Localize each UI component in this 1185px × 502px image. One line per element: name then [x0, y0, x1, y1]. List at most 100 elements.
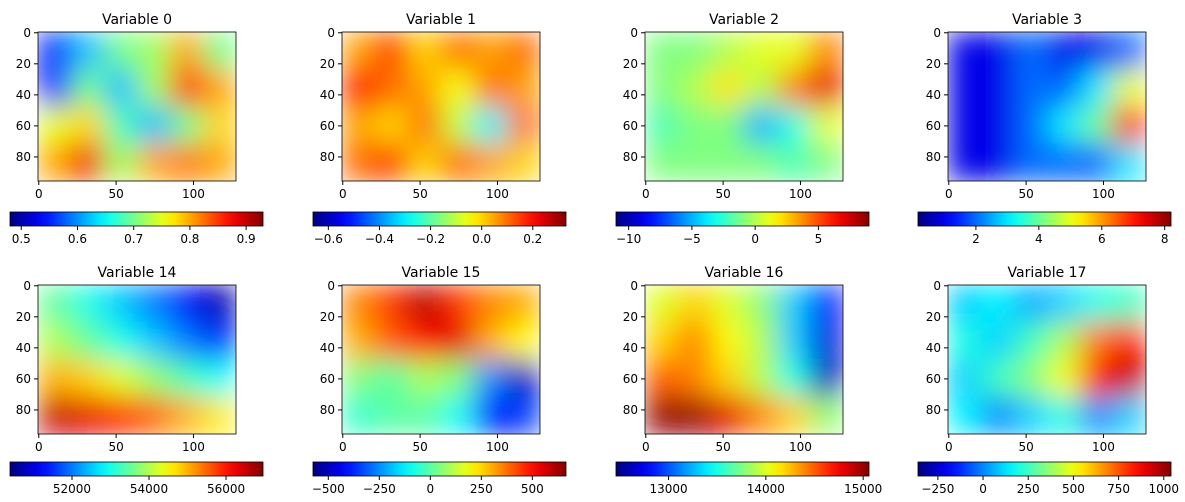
heatmap-cell: [810, 322, 843, 360]
x-tick-label: 0: [945, 440, 953, 454]
subplot-title: Variable 14: [98, 265, 177, 281]
heatmap-cell: [678, 106, 712, 145]
heatmap-cell: [71, 143, 105, 181]
subplot: Variable 15 0 50 100 0 20 40 60 80 −500 −250 0 250 50…: [312, 265, 567, 496]
heatmap-cell: [1113, 322, 1146, 360]
heatmap-cell: [71, 106, 105, 145]
heatmap-cell: [1047, 32, 1081, 70]
heatmap: [38, 32, 236, 181]
heatmap-cell: [1014, 359, 1048, 398]
heatmap-cell: [342, 322, 376, 360]
colorbar-tick-label: 4: [1035, 232, 1043, 246]
y-tick-label: 80: [926, 403, 941, 417]
heatmap-cell: [342, 396, 376, 434]
colorbar-tick-label: 1000: [1148, 482, 1179, 496]
heatmap-cell: [645, 285, 679, 323]
heatmap-cell: [777, 322, 811, 360]
y-tick-label: 20: [926, 310, 941, 324]
y-tick-label: 0: [933, 26, 941, 40]
y-tick-label: 20: [320, 57, 335, 71]
colorbar-tick-label: 0: [426, 482, 434, 496]
y-tick-label: 80: [320, 150, 335, 164]
heatmap-cell: [507, 285, 540, 323]
y-tick-label: 0: [23, 279, 31, 293]
heatmap-cell: [375, 32, 409, 70]
y-tick-label: 60: [16, 372, 31, 386]
heatmap-cell: [71, 285, 105, 323]
heatmap-cell: [1113, 143, 1146, 181]
heatmap-cell: [777, 285, 811, 323]
heatmap-cell: [441, 359, 475, 398]
heatmap-cell: [441, 106, 475, 145]
heatmap-cell: [507, 359, 540, 398]
heatmap-cell: [678, 143, 712, 181]
colorbar-tick-label: 0.8: [180, 232, 199, 246]
heatmap-cell: [711, 69, 745, 107]
heatmap-cell: [137, 359, 171, 398]
heatmap-cell: [71, 359, 105, 398]
heatmap-cell: [1080, 69, 1114, 107]
heatmap-cell: [203, 69, 236, 107]
heatmap-cell: [678, 69, 712, 107]
colorbar-tick-label: 0.0: [472, 232, 491, 246]
y-tick-label: 40: [623, 341, 638, 355]
heatmap-cell: [1047, 106, 1081, 145]
x-tick-label: 0: [642, 440, 650, 454]
x-tick-label: 50: [1018, 187, 1033, 201]
x-tick-label: 50: [715, 440, 730, 454]
y-tick-label: 0: [23, 26, 31, 40]
heatmap-cell: [1014, 32, 1048, 70]
heatmap-cell: [441, 396, 475, 434]
x-tick-label: 100: [486, 187, 509, 201]
heatmap-cell: [711, 106, 745, 145]
heatmap: [948, 32, 1146, 181]
heatmap-cell: [342, 359, 376, 398]
heatmap-cell: [1047, 69, 1081, 107]
heatmap-cell: [744, 143, 778, 181]
axes-frame: [947, 284, 1147, 435]
heatmap-cell: [1014, 69, 1048, 107]
heatmap-cell: [441, 322, 475, 360]
heatmap-cell: [777, 69, 811, 107]
y-tick-label: 60: [926, 372, 941, 386]
colorbar-tick-label: 5: [815, 232, 823, 246]
heatmap-cell: [104, 69, 138, 107]
heatmap-cell: [645, 106, 679, 145]
heatmap-cell: [408, 106, 442, 145]
y-tick-label: 60: [623, 119, 638, 133]
heatmap-cell: [948, 69, 982, 107]
heatmap-cell: [375, 143, 409, 181]
heatmap-cells: [645, 285, 843, 434]
heatmap-cell: [1080, 359, 1114, 398]
colorbar-tick-label: 52000: [53, 482, 91, 496]
colorbar-tick-label: 500: [521, 482, 544, 496]
y-tick-label: 0: [630, 279, 638, 293]
heatmap-cell: [744, 32, 778, 70]
heatmap-cell: [711, 285, 745, 323]
heatmap-cells: [342, 32, 540, 181]
colorbar-tick-label: 54000: [130, 482, 168, 496]
heatmap-cell: [711, 396, 745, 434]
heatmap-cell: [507, 32, 540, 70]
heatmap-cell: [375, 322, 409, 360]
heatmap-cell: [810, 69, 843, 107]
axes-frame: [644, 284, 844, 435]
x-tick-label: 100: [789, 440, 812, 454]
colorbar-tick-label: 0.9: [237, 232, 256, 246]
heatmap-cell: [203, 396, 236, 434]
heatmap-cell: [104, 359, 138, 398]
heatmap-cell: [777, 143, 811, 181]
heatmap-cell: [678, 396, 712, 434]
heatmap-cell: [474, 322, 508, 360]
heatmap-cell: [137, 32, 171, 70]
subplot: Variable 1 0 50 100 0 20 40 60 80 −0.6 −0.4 −0.2 0.0…: [312, 12, 567, 246]
colorbar: [615, 461, 870, 477]
subplot: Variable 2 0 50 100 0 20 40 60 80 −10 −5 0 5: [615, 12, 870, 246]
heatmap-cell: [1113, 106, 1146, 145]
x-tick-label: 0: [35, 187, 43, 201]
y-tick-label: 60: [320, 119, 335, 133]
y-tick-label: 40: [16, 341, 31, 355]
heatmap-cell: [810, 106, 843, 145]
